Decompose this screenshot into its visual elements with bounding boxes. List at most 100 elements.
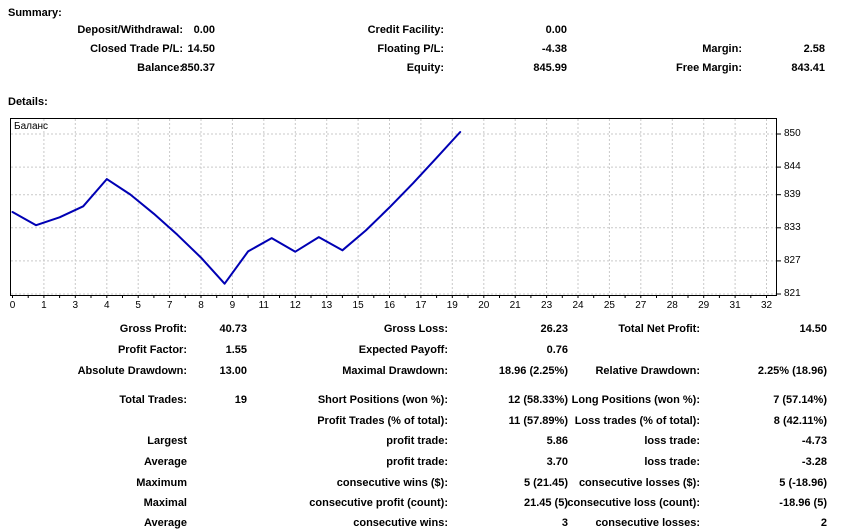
y-axis-label: 850 bbox=[784, 128, 801, 139]
average-consecutive-losses-value: 2 bbox=[820, 517, 827, 529]
average-consecutive-losses-label: consecutive losses: bbox=[595, 517, 700, 529]
x-axis-label: 1 bbox=[41, 300, 47, 311]
consecutive-loss-count-label: consecutive loss (count): bbox=[567, 497, 700, 509]
x-axis-label: 15 bbox=[352, 300, 364, 311]
x-axis-label: 9 bbox=[229, 300, 236, 311]
profit-trades-label: Profit Trades (% of total): bbox=[317, 415, 448, 427]
long-positions-label: Long Positions (won %): bbox=[571, 394, 700, 406]
consecutive-losses-money-value: 5 (-18.96) bbox=[779, 477, 827, 489]
average-consecutive-wins-value: 3 bbox=[561, 517, 568, 529]
gross-loss-value: 26.23 bbox=[540, 323, 568, 335]
maximal-row-label: Maximal bbox=[143, 497, 187, 509]
consecutive-profit-count-value: 21.45 (5) bbox=[523, 497, 568, 509]
expected-payoff-label: Expected Payoff: bbox=[358, 344, 448, 356]
average-consecutive-wins-label: consecutive wins: bbox=[353, 517, 448, 529]
average-loss-trade-value: -3.28 bbox=[801, 456, 827, 468]
total-net-profit-value: 14.50 bbox=[799, 323, 827, 335]
credit-facility-value: 0.00 bbox=[545, 24, 567, 36]
x-axis-label: 0 bbox=[9, 300, 16, 311]
y-axis-label: 827 bbox=[784, 254, 801, 266]
total-trades-value: 19 bbox=[234, 394, 247, 406]
summary-heading: Summary: bbox=[8, 7, 62, 19]
maximal-drawdown-label: Maximal Drawdown: bbox=[342, 365, 448, 377]
x-axis-label: 31 bbox=[729, 300, 741, 311]
profit-trades-value: 11 (57.89%) bbox=[508, 415, 568, 427]
x-axis-label: 17 bbox=[415, 300, 427, 311]
closed-trade-pl-value: 14.50 bbox=[187, 43, 215, 55]
equity-label: Equity: bbox=[406, 62, 444, 74]
x-axis-label: 16 bbox=[383, 300, 396, 311]
deposit-withdrawal-value: 0.00 bbox=[193, 24, 215, 36]
x-axis-label: 28 bbox=[666, 300, 678, 311]
expected-payoff-value: 0.76 bbox=[546, 344, 568, 356]
x-axis-label: 21 bbox=[509, 300, 521, 311]
largest-row-label: Largest bbox=[147, 435, 187, 447]
total-net-profit-label: Total Net Profit: bbox=[618, 323, 700, 335]
loss-trades-value: 8 (42.11%) bbox=[773, 415, 827, 427]
average-profit-trade-label: profit trade: bbox=[386, 456, 448, 468]
average-row-label: Average bbox=[143, 456, 187, 468]
y-axis-label: 833 bbox=[784, 221, 801, 233]
x-axis-label: 32 bbox=[760, 300, 773, 311]
relative-drawdown-value: 2.25% (18.96) bbox=[757, 365, 827, 377]
x-axis-label: 23 bbox=[541, 300, 553, 311]
profit-factor-label: Profit Factor: bbox=[117, 344, 187, 356]
x-axis-label: 29 bbox=[698, 300, 710, 311]
balance-value: 850.37 bbox=[181, 62, 215, 74]
y-axis-label: 839 bbox=[784, 188, 801, 200]
loss-trades-label: Loss trades (% of total): bbox=[574, 415, 700, 427]
relative-drawdown-label: Relative Drawdown: bbox=[595, 365, 700, 377]
absolute-drawdown-value: 13.00 bbox=[219, 365, 247, 377]
x-axis-label: 11 bbox=[258, 300, 269, 311]
y-axis-label: 844 bbox=[784, 161, 801, 173]
largest-loss-trade-value: -4.73 bbox=[801, 435, 827, 447]
short-positions-label: Short Positions (won %): bbox=[317, 394, 448, 406]
x-axis-label: 24 bbox=[572, 300, 584, 311]
consecutive-loss-count-value: -18.96 (5) bbox=[779, 497, 827, 509]
total-trades-label: Total Trades: bbox=[119, 394, 187, 406]
largest-profit-trade-value: 5.86 bbox=[546, 435, 568, 447]
floating-pl-label: Floating P/L: bbox=[377, 43, 444, 55]
x-axis-label: 5 bbox=[135, 300, 141, 311]
average-consecutive-row-label: Average bbox=[143, 517, 187, 529]
x-axis-label: 7 bbox=[166, 300, 173, 311]
balance-chart: Баланс 0 1 3 4 5 7 8 9 11 12 13 15 16 17 19 20 21 23 24 25 2… bbox=[10, 118, 801, 314]
average-loss-trade-label: loss trade: bbox=[644, 456, 700, 468]
y-axis-label: 821 bbox=[784, 288, 801, 299]
gross-profit-value: 40.73 bbox=[219, 323, 247, 335]
maximum-row-label: Maximum bbox=[136, 477, 187, 489]
x-axis-label: 13 bbox=[321, 300, 333, 311]
consecutive-wins-money-value: 5 (21.45) bbox=[523, 477, 568, 489]
x-axis-label: 3 bbox=[72, 300, 79, 311]
absolute-drawdown-label: Absolute Drawdown: bbox=[77, 365, 187, 377]
free-margin-value: 843.41 bbox=[791, 62, 825, 74]
equity-value: 845.99 bbox=[533, 62, 567, 74]
x-axis-label: 27 bbox=[635, 300, 647, 311]
short-positions-value: 12 (58.33%) bbox=[508, 394, 568, 406]
largest-profit-trade-label: profit trade: bbox=[386, 435, 448, 447]
margin-label: Margin: bbox=[702, 43, 742, 55]
profit-factor-value: 1.55 bbox=[225, 344, 247, 356]
balance-label: Balance: bbox=[137, 62, 183, 74]
x-axis-label: 20 bbox=[478, 300, 490, 311]
x-axis-label: 4 bbox=[104, 300, 110, 311]
gross-loss-label: Gross Loss: bbox=[383, 323, 448, 335]
largest-loss-trade-label: loss trade: bbox=[644, 435, 700, 447]
consecutive-losses-money-label: consecutive losses ($): bbox=[578, 477, 700, 489]
free-margin-label: Free Margin: bbox=[675, 62, 742, 74]
closed-trade-pl-label: Closed Trade P/L: bbox=[90, 43, 183, 55]
consecutive-profit-count-label: consecutive profit (count): bbox=[309, 497, 448, 509]
x-axis-label: 8 bbox=[198, 300, 204, 311]
gross-profit-label: Gross Profit: bbox=[119, 323, 187, 335]
details-heading: Details: bbox=[8, 96, 48, 108]
margin-value: 2.58 bbox=[803, 43, 825, 55]
consecutive-wins-money-label: consecutive wins ($): bbox=[336, 477, 448, 489]
chart-series-label: Баланс bbox=[14, 121, 49, 132]
credit-facility-label: Credit Facility: bbox=[367, 24, 444, 36]
long-positions-value: 7 (57.14%) bbox=[773, 394, 827, 406]
deposit-withdrawal-label: Deposit/Withdrawal: bbox=[77, 24, 183, 36]
x-axis-label: 12 bbox=[289, 300, 301, 311]
x-axis-label: 19 bbox=[446, 300, 458, 311]
floating-pl-value: -4.38 bbox=[541, 43, 567, 55]
